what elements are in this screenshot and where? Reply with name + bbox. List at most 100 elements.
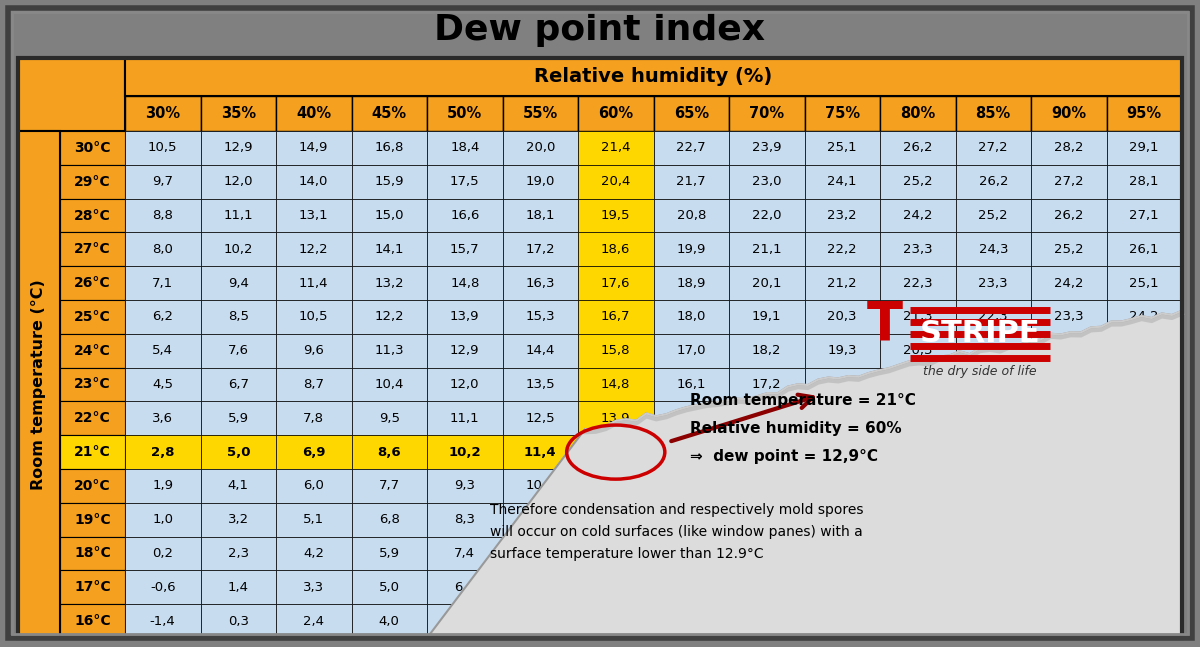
Text: 23,3: 23,3 bbox=[1054, 311, 1084, 324]
Text: 17,4: 17,4 bbox=[901, 446, 934, 459]
Bar bbox=[880, 536, 955, 571]
Bar bbox=[503, 571, 578, 604]
Text: 5,0: 5,0 bbox=[379, 581, 400, 594]
Text: 17°C: 17°C bbox=[74, 580, 110, 595]
Bar bbox=[125, 401, 200, 435]
Bar bbox=[804, 266, 880, 300]
Text: 27,1: 27,1 bbox=[1129, 209, 1159, 222]
Bar bbox=[1031, 503, 1106, 536]
Text: 29°C: 29°C bbox=[74, 175, 110, 189]
Text: 5,1: 5,1 bbox=[304, 513, 324, 526]
Bar bbox=[352, 401, 427, 435]
Text: 3,6: 3,6 bbox=[152, 411, 173, 425]
Text: 20,3: 20,3 bbox=[904, 344, 932, 357]
Text: 6,2: 6,2 bbox=[152, 311, 173, 324]
Bar bbox=[804, 571, 880, 604]
Text: 22°C: 22°C bbox=[74, 411, 110, 425]
Text: Relative humidity (%): Relative humidity (%) bbox=[534, 67, 773, 87]
Bar bbox=[804, 469, 880, 503]
Text: Therefore condensation and respectively mold spores: Therefore condensation and respectively … bbox=[490, 503, 864, 517]
Bar bbox=[125, 604, 200, 638]
Text: 19,9: 19,9 bbox=[677, 243, 706, 256]
Bar bbox=[503, 401, 578, 435]
Text: 23,9: 23,9 bbox=[752, 142, 781, 155]
Bar bbox=[200, 96, 276, 131]
Text: 21,3: 21,3 bbox=[902, 311, 932, 324]
Bar bbox=[654, 367, 730, 401]
Text: 6,0: 6,0 bbox=[304, 479, 324, 492]
Text: 19,1: 19,1 bbox=[752, 311, 781, 324]
Text: 18,2: 18,2 bbox=[752, 344, 781, 357]
Text: 10,1: 10,1 bbox=[601, 547, 630, 560]
Bar bbox=[18, 58, 125, 131]
Text: 5,5: 5,5 bbox=[454, 615, 475, 628]
Text: 8,0: 8,0 bbox=[152, 243, 173, 256]
Bar bbox=[503, 604, 578, 638]
Text: 12,5: 12,5 bbox=[526, 411, 556, 425]
Bar bbox=[200, 334, 276, 367]
Text: 17,5: 17,5 bbox=[450, 175, 480, 188]
Bar bbox=[200, 199, 276, 232]
Text: 10,5: 10,5 bbox=[148, 142, 178, 155]
Text: 10,2: 10,2 bbox=[677, 581, 706, 594]
Bar bbox=[1106, 469, 1182, 503]
Text: 19,2: 19,2 bbox=[1052, 446, 1085, 459]
Text: 10,2: 10,2 bbox=[223, 243, 253, 256]
Text: 13,1: 13,1 bbox=[299, 209, 329, 222]
Text: 0,2: 0,2 bbox=[152, 547, 173, 560]
Text: 19,0: 19,0 bbox=[1129, 479, 1159, 492]
Text: 26,2: 26,2 bbox=[904, 142, 932, 155]
Bar bbox=[125, 96, 200, 131]
Bar bbox=[125, 469, 200, 503]
Bar bbox=[880, 232, 955, 266]
Text: 14,6: 14,6 bbox=[1129, 615, 1159, 628]
Bar bbox=[804, 165, 880, 199]
Bar bbox=[1031, 232, 1106, 266]
Text: Dew point index: Dew point index bbox=[434, 13, 766, 47]
Bar bbox=[804, 503, 880, 536]
Text: 24,2: 24,2 bbox=[904, 209, 932, 222]
Text: 12,3: 12,3 bbox=[752, 547, 781, 560]
Text: 2,3: 2,3 bbox=[228, 547, 248, 560]
Text: 13,3: 13,3 bbox=[752, 513, 781, 526]
Bar bbox=[60, 401, 125, 435]
Text: 12,0: 12,0 bbox=[223, 175, 253, 188]
Text: Room temperature (°C): Room temperature (°C) bbox=[31, 279, 47, 490]
Text: 14,8: 14,8 bbox=[601, 378, 630, 391]
Text: 7,4: 7,4 bbox=[455, 547, 475, 560]
Text: 19,0: 19,0 bbox=[526, 175, 554, 188]
Text: 23,2: 23,2 bbox=[828, 209, 857, 222]
Bar bbox=[654, 232, 730, 266]
Bar bbox=[1031, 435, 1106, 469]
Text: 5,9: 5,9 bbox=[228, 411, 248, 425]
Text: 23,0: 23,0 bbox=[752, 175, 781, 188]
Bar bbox=[60, 536, 125, 571]
Bar bbox=[1106, 96, 1182, 131]
Text: 24,2: 24,2 bbox=[1129, 311, 1159, 324]
Text: 9,7: 9,7 bbox=[152, 175, 173, 188]
Text: 5,0: 5,0 bbox=[227, 446, 250, 459]
Text: 20,3: 20,3 bbox=[828, 311, 857, 324]
Bar bbox=[1106, 334, 1182, 367]
Bar bbox=[880, 367, 955, 401]
Bar bbox=[276, 300, 352, 334]
Bar bbox=[276, 571, 352, 604]
Bar bbox=[1031, 536, 1106, 571]
Text: T: T bbox=[866, 299, 904, 351]
Bar bbox=[352, 536, 427, 571]
Text: 9,3: 9,3 bbox=[455, 479, 475, 492]
Text: 12,2: 12,2 bbox=[374, 311, 404, 324]
Text: 6,8: 6,8 bbox=[379, 513, 400, 526]
Bar bbox=[125, 435, 200, 469]
Bar bbox=[730, 266, 804, 300]
Text: 28°C: 28°C bbox=[74, 208, 110, 223]
Text: 22,3: 22,3 bbox=[978, 311, 1008, 324]
Text: 21,3: 21,3 bbox=[1054, 378, 1084, 391]
Text: 19,5: 19,5 bbox=[601, 209, 630, 222]
Text: 21,2: 21,2 bbox=[828, 277, 857, 290]
Bar bbox=[503, 199, 578, 232]
Bar bbox=[276, 536, 352, 571]
Text: 20,0: 20,0 bbox=[526, 142, 554, 155]
Text: 11,1: 11,1 bbox=[450, 411, 480, 425]
Bar bbox=[804, 435, 880, 469]
